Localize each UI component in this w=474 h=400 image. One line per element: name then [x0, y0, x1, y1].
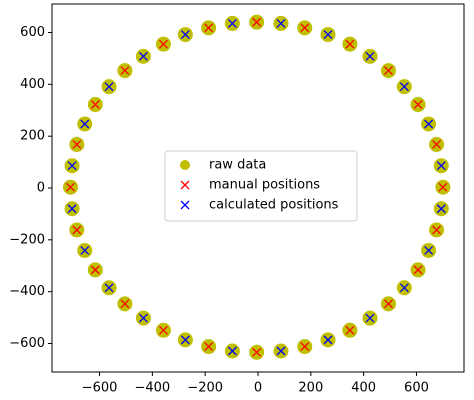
point	[424, 245, 434, 255]
point	[432, 140, 441, 149]
point	[276, 18, 286, 28]
point	[120, 66, 130, 76]
legend: raw data manual positions calculated posit…	[164, 150, 358, 222]
point	[413, 100, 423, 110]
y-tick-label: −400	[9, 284, 45, 299]
x-tick-label: −200	[187, 381, 223, 396]
series	[66, 17, 448, 357]
point	[80, 119, 90, 129]
point	[158, 39, 168, 49]
point	[399, 283, 409, 293]
point	[438, 182, 448, 192]
legend-label: calculated positions	[209, 198, 339, 213]
point	[384, 299, 393, 309]
point	[323, 30, 333, 40]
point	[227, 346, 237, 356]
point	[204, 342, 214, 352]
x-tick-label: 0	[254, 381, 262, 396]
point	[67, 204, 77, 214]
legend-label: manual positions	[209, 178, 320, 193]
legend-marker	[180, 200, 190, 210]
point	[432, 225, 441, 235]
point	[120, 299, 130, 309]
y-tick-label: −600	[9, 336, 45, 351]
point	[138, 313, 148, 323]
point	[72, 225, 82, 235]
point	[72, 140, 82, 149]
y-tick-label: −200	[9, 232, 45, 247]
point	[365, 51, 375, 61]
point	[300, 23, 310, 33]
point	[227, 18, 237, 28]
point	[276, 346, 286, 356]
point	[436, 204, 446, 214]
point	[204, 23, 214, 33]
x-tick-label: 600	[404, 381, 429, 396]
point	[180, 335, 190, 345]
point	[252, 17, 262, 27]
point	[300, 342, 310, 352]
point	[436, 161, 446, 171]
legend-box	[164, 150, 358, 222]
point	[104, 283, 114, 293]
point	[424, 119, 434, 129]
point	[384, 66, 393, 76]
point	[180, 30, 190, 40]
series	[67, 18, 446, 356]
point	[158, 325, 168, 335]
point	[365, 313, 375, 323]
y-tick-label: 600	[20, 25, 45, 40]
legend-label: raw data	[209, 158, 266, 173]
point	[399, 82, 409, 92]
point	[66, 182, 75, 192]
point	[67, 161, 77, 171]
point	[90, 265, 100, 275]
point	[345, 325, 355, 335]
legend-marker	[180, 180, 190, 190]
point	[252, 347, 262, 357]
point	[345, 39, 355, 49]
x-tick-label: −600	[82, 381, 118, 396]
y-tick-label: 0	[37, 181, 45, 196]
point	[323, 335, 333, 345]
y-tick-label: 200	[20, 129, 45, 144]
x-tick-label: 200	[298, 381, 323, 396]
y-tick-label: 400	[20, 77, 45, 92]
point	[413, 265, 423, 275]
point	[104, 82, 114, 92]
x-tick-label: −400	[134, 381, 170, 396]
point	[80, 245, 90, 255]
legend-marker	[180, 160, 190, 170]
point	[138, 51, 148, 61]
x-tick-label: 400	[351, 381, 376, 396]
point	[90, 100, 100, 110]
